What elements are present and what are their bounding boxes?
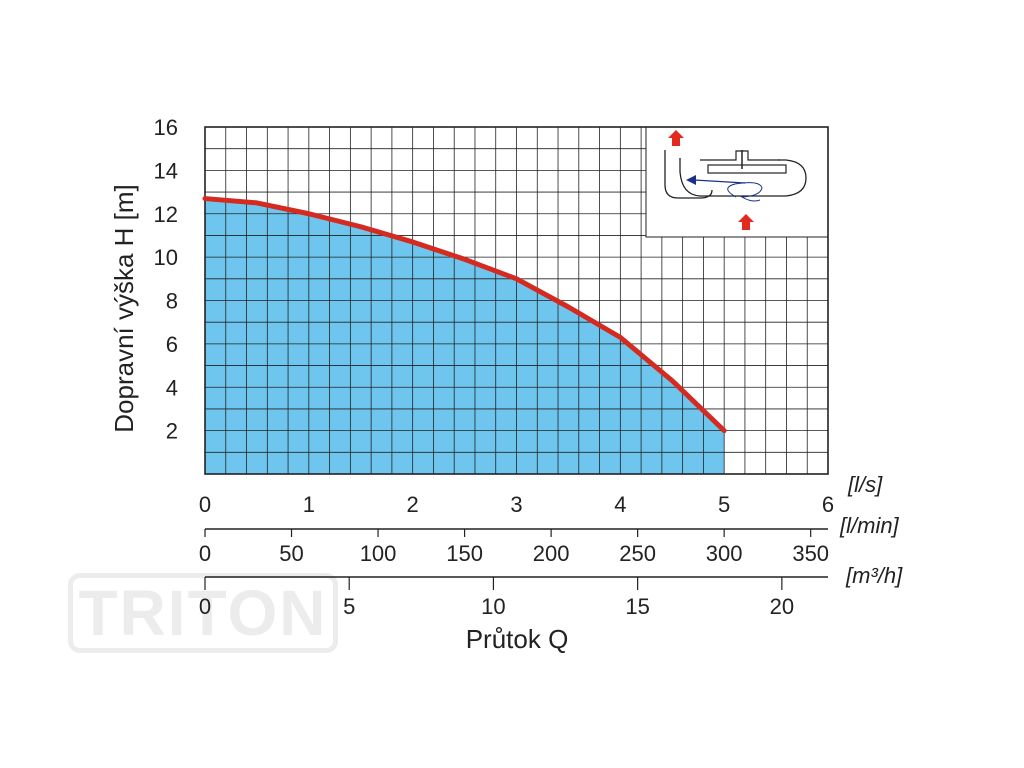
x-tick-label-m3h: 5 — [343, 594, 355, 619]
performance-curve — [202, 196, 727, 434]
x-tick-label-ls: 4 — [614, 492, 626, 517]
x-tick-label-lmin: 150 — [446, 541, 483, 566]
pump-flow-diagram-icon — [645, 126, 829, 238]
x-tick-label-lmin: 50 — [279, 541, 303, 566]
x-tick-label-lmin: 100 — [360, 541, 397, 566]
x-tick-label-lmin: 200 — [533, 541, 570, 566]
outlet-arrow-icon — [668, 130, 684, 146]
triton-watermark: TRITON — [68, 573, 338, 653]
x-axis-title: Průtok Q — [466, 624, 569, 654]
y-tick-label: 10 — [154, 245, 178, 270]
unit-lmin: [l/min] — [839, 513, 900, 538]
y-tick-label: 6 — [166, 332, 178, 357]
x-tick-label-ls: 5 — [718, 492, 730, 517]
y-tick-label: 16 — [154, 115, 178, 140]
inset-flow-line — [693, 179, 746, 184]
y-tick-label: 8 — [166, 289, 178, 314]
x-tick-label-m3h: 10 — [481, 594, 505, 619]
x-tick-label-ls: 0 — [199, 492, 211, 517]
y-tick-label: 12 — [154, 202, 178, 227]
area-fill — [205, 198, 725, 474]
x-tick-label-ls: 6 — [822, 492, 834, 517]
unit-m3h: [m³/h] — [845, 563, 903, 588]
inset-swirl — [727, 182, 763, 202]
x-tick-label-m3h: 15 — [625, 594, 649, 619]
x-tick-label-m3h: 0 — [199, 594, 211, 619]
unit-ls: [l/s] — [847, 472, 883, 497]
x-tick-label-lmin: 350 — [792, 541, 829, 566]
inset-outlet-pipe — [664, 150, 713, 199]
x-tick-label-m3h: 20 — [770, 594, 794, 619]
plot-frame — [204, 126, 829, 475]
inset-housing — [679, 158, 807, 197]
x-tick-label-ls: 1 — [303, 492, 315, 517]
inset-flow-arrowhead — [686, 175, 696, 185]
y-axis-title: Dopravní výška H [m] — [109, 184, 139, 433]
y-tick-label: 4 — [166, 375, 178, 400]
inset-impeller — [707, 164, 787, 174]
x-tick-label-lmin: 250 — [619, 541, 656, 566]
y-tick-label: 2 — [166, 419, 178, 444]
inlet-arrow-icon — [738, 214, 754, 230]
x-tick-label-lmin: 0 — [199, 541, 211, 566]
x-tick-label-lmin: 300 — [706, 541, 743, 566]
x-tick-label-ls: 3 — [510, 492, 522, 517]
x-tick-label-ls: 2 — [407, 492, 419, 517]
y-tick-label: 14 — [154, 158, 178, 183]
